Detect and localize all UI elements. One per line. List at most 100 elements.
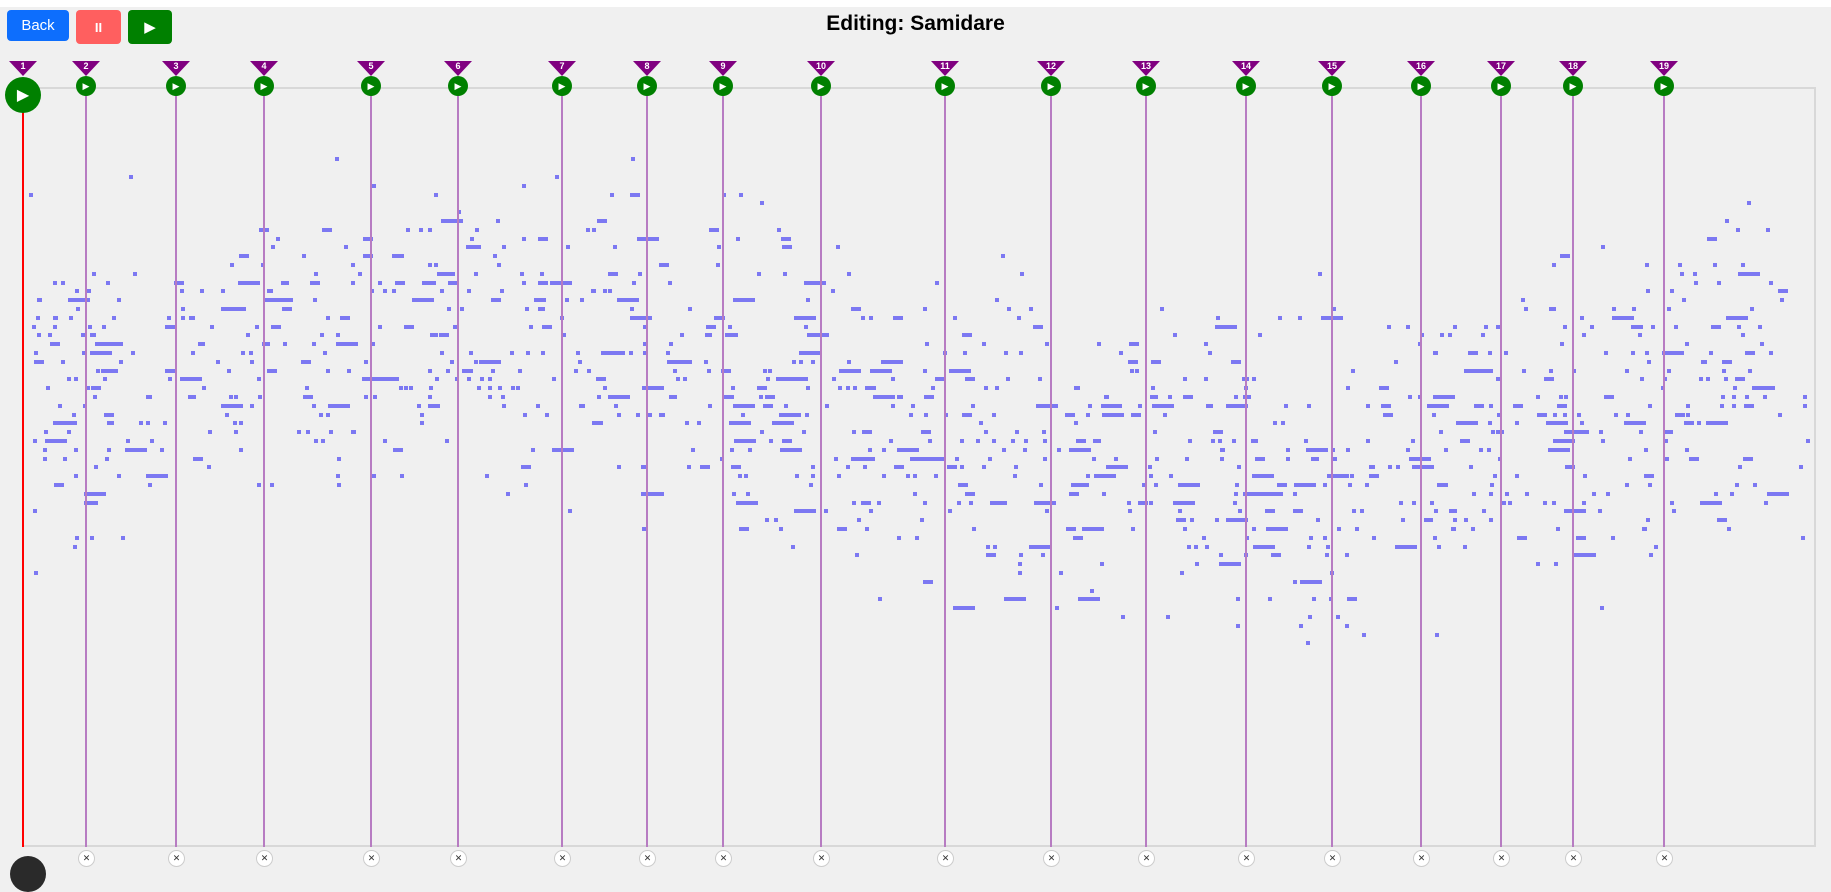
note[interactable] — [1639, 324, 1644, 329]
note[interactable] — [1369, 465, 1374, 470]
note[interactable] — [1150, 359, 1161, 364]
note[interactable] — [1232, 500, 1237, 505]
note[interactable] — [545, 412, 550, 417]
note[interactable] — [1474, 403, 1485, 408]
note[interactable] — [1521, 368, 1526, 373]
marker-play-button[interactable]: ▶ — [1236, 76, 1256, 96]
note[interactable] — [1666, 368, 1671, 373]
note[interactable] — [457, 210, 462, 215]
marker-flag[interactable] — [1037, 61, 1065, 76]
note[interactable] — [1725, 315, 1748, 320]
marker-play-button[interactable]: ▶ — [1411, 76, 1431, 96]
note[interactable] — [965, 491, 976, 496]
note[interactable] — [1517, 535, 1528, 540]
note[interactable] — [1426, 403, 1449, 408]
note[interactable] — [896, 535, 901, 540]
note[interactable] — [607, 395, 630, 399]
note[interactable] — [1085, 412, 1090, 417]
note[interactable] — [810, 474, 815, 479]
note[interactable] — [733, 298, 756, 303]
note[interactable] — [756, 386, 767, 391]
note[interactable] — [1078, 597, 1101, 602]
note[interactable] — [1090, 588, 1095, 593]
note[interactable] — [33, 359, 44, 364]
note[interactable] — [515, 386, 520, 391]
note[interactable] — [1235, 623, 1240, 628]
note[interactable] — [1072, 535, 1083, 540]
note[interactable] — [1347, 483, 1352, 487]
note[interactable] — [216, 359, 221, 364]
note[interactable] — [46, 386, 51, 391]
note[interactable] — [986, 553, 997, 558]
note[interactable] — [1559, 254, 1570, 259]
note[interactable] — [1562, 324, 1567, 329]
note[interactable] — [758, 395, 763, 399]
note[interactable] — [149, 439, 154, 443]
note[interactable] — [971, 403, 976, 408]
note[interactable] — [1020, 271, 1025, 276]
note[interactable] — [1719, 403, 1724, 408]
marker-play-button[interactable]: ▶ — [1136, 76, 1156, 96]
note[interactable] — [1299, 579, 1322, 584]
note[interactable] — [1433, 395, 1438, 399]
note[interactable] — [1219, 553, 1224, 558]
note[interactable] — [1186, 544, 1191, 549]
note[interactable] — [764, 518, 769, 523]
note[interactable] — [1589, 324, 1594, 329]
note[interactable] — [1102, 412, 1125, 417]
note[interactable] — [1523, 307, 1528, 311]
note[interactable] — [468, 351, 473, 355]
note[interactable] — [1085, 474, 1090, 479]
note[interactable] — [1177, 483, 1200, 487]
floating-action-button[interactable] — [10, 856, 46, 892]
note[interactable] — [1439, 333, 1444, 338]
note[interactable] — [376, 377, 399, 382]
note[interactable] — [1646, 359, 1651, 364]
note[interactable] — [370, 289, 375, 294]
note[interactable] — [314, 271, 319, 276]
note[interactable] — [1747, 201, 1752, 206]
note[interactable] — [118, 359, 123, 364]
note[interactable] — [1488, 518, 1493, 523]
note[interactable] — [862, 430, 873, 435]
note[interactable] — [1723, 377, 1728, 382]
note[interactable] — [500, 395, 505, 399]
note[interactable] — [1759, 342, 1764, 347]
note[interactable] — [108, 368, 119, 373]
note[interactable] — [960, 465, 964, 470]
note[interactable] — [1293, 509, 1304, 514]
note[interactable] — [1559, 342, 1564, 347]
note[interactable] — [487, 395, 492, 399]
note[interactable] — [1762, 395, 1767, 399]
note[interactable] — [1091, 456, 1096, 461]
note[interactable] — [33, 509, 38, 514]
note[interactable] — [709, 227, 720, 232]
note[interactable] — [541, 351, 546, 355]
note[interactable] — [1405, 447, 1410, 452]
note[interactable] — [1253, 544, 1276, 549]
note[interactable] — [75, 307, 80, 311]
note[interactable] — [561, 333, 566, 338]
note[interactable] — [667, 359, 690, 364]
note[interactable] — [781, 245, 792, 250]
note[interactable] — [1101, 403, 1111, 408]
note[interactable] — [1120, 615, 1125, 619]
note[interactable] — [1371, 535, 1376, 540]
note[interactable] — [171, 324, 176, 329]
note[interactable] — [427, 403, 438, 408]
note[interactable] — [117, 474, 122, 479]
note[interactable] — [371, 342, 376, 347]
note[interactable] — [106, 280, 111, 285]
note[interactable] — [325, 368, 330, 373]
note[interactable] — [1601, 245, 1605, 250]
note[interactable] — [1705, 421, 1710, 426]
note[interactable] — [1001, 447, 1006, 452]
note[interactable] — [53, 280, 58, 285]
note[interactable] — [1029, 544, 1052, 549]
note[interactable] — [1226, 403, 1249, 408]
note[interactable] — [93, 395, 98, 399]
note[interactable] — [1277, 315, 1282, 320]
note[interactable] — [959, 439, 964, 443]
note[interactable] — [1706, 377, 1711, 382]
note[interactable] — [189, 315, 194, 320]
